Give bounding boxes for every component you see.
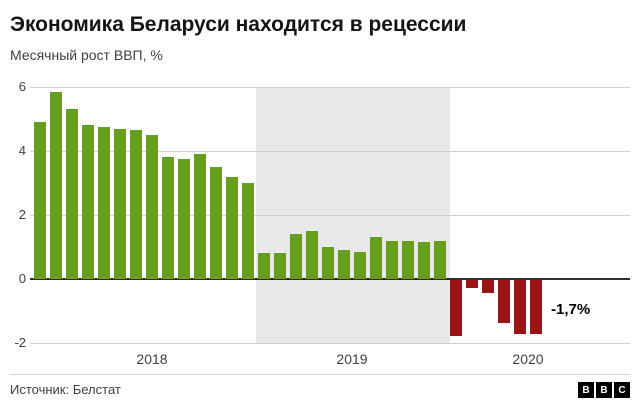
gdp-growth-bar-negative (450, 280, 462, 336)
gridline (30, 151, 630, 152)
gdp-growth-bar-positive (50, 91, 62, 279)
gdp-growth-bar-positive (306, 231, 318, 279)
gdp-bar-chart: 6 4 2 0 -2 2018 2019 2020 -1,7% (10, 79, 630, 375)
y-axis-tick-label: 0 (18, 271, 26, 286)
y-axis-tick-label: 6 (18, 79, 26, 94)
gdp-growth-bar-positive (242, 183, 254, 279)
chart-subtitle: Месячный рост ВВП, % (10, 47, 163, 63)
gdp-growth-bar-positive (290, 234, 302, 279)
bbc-logo-block: B (578, 382, 594, 398)
x-axis-year-label: 2018 (136, 351, 168, 367)
gdp-growth-bar-positive (162, 157, 174, 279)
gdp-growth-bar-positive (194, 154, 206, 279)
gdp-growth-bar-positive (370, 237, 382, 279)
gdp-growth-bar-positive (354, 251, 366, 279)
gdp-growth-bar-positive (114, 128, 126, 279)
gdp-growth-bar-negative (498, 280, 510, 324)
gdp-growth-bar-positive (82, 125, 94, 279)
gdp-growth-bar-positive (130, 130, 142, 279)
gdp-growth-bar-positive (34, 122, 46, 279)
gdp-growth-bar-positive (226, 176, 238, 279)
y-axis-tick-label: 2 (18, 207, 26, 222)
gdp-growth-bar-positive (418, 242, 430, 279)
gdp-growth-bar-negative (530, 280, 542, 335)
gdp-growth-bar-positive (434, 240, 446, 279)
gdp-growth-bar-negative (514, 280, 526, 335)
gdp-growth-bar-positive (178, 159, 190, 279)
gdp-growth-bar-positive (338, 250, 350, 279)
gdp-growth-bar-positive (258, 253, 270, 279)
x-axis-year-label: 2019 (336, 351, 368, 367)
chart-title: Экономика Беларуси находится в рецессии (10, 13, 467, 36)
gdp-growth-bar-positive (386, 240, 398, 279)
gdp-growth-bar-positive (66, 109, 78, 279)
gridline (30, 215, 630, 216)
gdp-growth-bar-positive (146, 135, 158, 279)
y-axis-tick-label: 4 (18, 143, 26, 158)
gdp-growth-bar-negative (466, 280, 478, 288)
gdp-growth-bar-positive (402, 240, 414, 279)
x-axis-year-label: 2020 (512, 351, 544, 367)
gdp-growth-bar-positive (98, 127, 110, 279)
gridline (30, 87, 630, 88)
gdp-growth-bar-negative (482, 280, 494, 293)
latest-value-annotation: -1,7% (551, 301, 591, 318)
zero-baseline (30, 278, 630, 280)
gdp-growth-bar-positive (210, 167, 222, 279)
bbc-logo-block: C (614, 382, 630, 398)
gdp-growth-bar-positive (322, 247, 334, 279)
source-label: Источник: Белстат (10, 382, 121, 397)
y-axis-tick-label: -2 (14, 335, 26, 350)
gridline (30, 343, 630, 344)
plot-area: 6 4 2 0 -2 2018 2019 2020 -1,7% (14, 79, 630, 367)
bbc-logo-block: B (596, 382, 612, 398)
gdp-growth-bar-positive (274, 253, 286, 279)
